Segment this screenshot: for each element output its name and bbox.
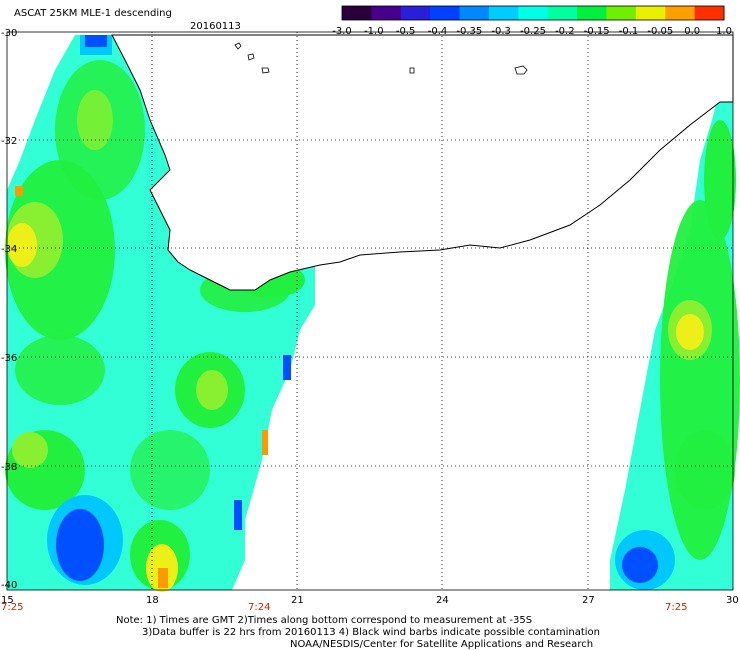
colorbar-tick-label: -0.15 [584,26,610,37]
colorbar-tick-label: -1.0 [364,26,384,37]
time-label-middle: 7:24 [248,602,270,613]
colorbar-segment [518,6,549,20]
lat-label-38: -38 [1,462,17,473]
swath-east-anomalies [615,88,740,590]
time-labels: 7:25 7:24 7:25 [1,602,687,613]
lat-label-30: -30 [1,28,17,39]
lat-label-32: -32 [1,136,17,147]
colorbar-tick-label: 0.0 [684,26,700,37]
colorbar-tick-label: -3.0 [332,26,352,37]
lat-label-40: -40 [1,580,17,591]
colorbar-segments [342,6,725,20]
colorbar-tick-label: -0.25 [520,26,546,37]
map-frame [6,31,734,591]
note-line-2: 3)Data buffer is 22 hrs from 20160113 4)… [142,627,600,638]
colorbar-frame [341,5,725,21]
colorbar-segment [400,6,431,20]
wind-speed-field [5,35,740,592]
island-4 [514,65,528,75]
product-date: 20160113 [190,21,241,32]
colorbar-segment [459,6,490,20]
colorbar-segment [547,6,578,20]
colorbar-labels: -3.0 -1.0 -0.5 -0.4 -0.35 -0.3 -0.25 -0.2 -0.15-… [332,26,732,37]
coastline-south-africa [111,34,734,291]
colorbar-segment [488,6,519,20]
graticule [7,32,733,590]
lat-label-36: -36 [1,353,17,364]
product-title: ASCAT 25KM MLE-1 descending [14,8,172,19]
colorbar-segment [694,6,725,20]
lon-label-30: 30 [726,595,739,606]
colorbar-tick-label: 1.0 [716,26,732,37]
colorbar-segment [577,6,607,20]
lon-label-21: 21 [291,595,304,606]
lat-label-34: -34 [1,244,17,255]
note-line-3: NOAA/NESDIS/Center for Satellite Applica… [290,639,594,650]
note-line-1: Note: 1) Times are GMT 2)Times along bot… [116,615,533,626]
colorbar-segment [606,6,637,20]
lon-axis: 15 18 21 24 27 30 [1,595,739,606]
lon-label-18: 18 [146,595,159,606]
colorbar-tick-label: -0.3 [491,26,511,37]
lon-label-15: 15 [1,595,14,606]
island-5 [409,67,415,74]
colorbar-segment [635,6,666,20]
island-3 [261,67,270,74]
lat-axis: -30 -32 -34 -36 -38 -40 [1,28,17,591]
colorbar-segment [371,6,402,20]
colorbar-tick-label: -0.2 [555,26,575,37]
colorbar-tick-label: -0.5 [396,26,416,37]
lon-label-24: 24 [436,595,449,606]
colorbar-tick-label: -0.35 [456,26,482,37]
island-2 [247,53,255,61]
colorbar-segment [430,6,461,20]
colorbar-segment [665,6,696,20]
lon-label-27: 27 [582,595,595,606]
coastline [111,34,734,291]
island-1 [234,42,242,50]
colorbar-segment [342,6,372,20]
colorbar-tick-label: -0.4 [428,26,448,37]
colorbar: -3.0 -1.0 -0.5 -0.4 -0.35 -0.3 -0.25 -0.2 -0.15-… [332,5,732,37]
map-panel [5,31,740,592]
time-label-east: 7:25 [665,602,687,613]
colorbar-tick-label: -0.1 [619,26,639,37]
colorbar-tick-label: -0.05 [647,26,673,37]
time-label-west: 7:25 [1,602,23,613]
